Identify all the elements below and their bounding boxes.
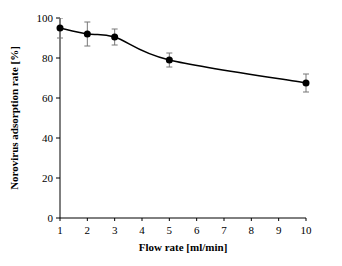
x-tick (142, 218, 143, 221)
data-point (84, 31, 91, 38)
error-cap (112, 45, 118, 46)
y-tick-label: 20 (42, 172, 54, 184)
error-bar (112, 29, 118, 45)
y-tick (56, 138, 60, 139)
error-cap (57, 18, 63, 19)
x-axis-label: Flow rate [ml/min] (139, 241, 228, 253)
y-tick (56, 58, 60, 59)
x-tick-label: 1 (57, 224, 63, 236)
chart: 0 20 40 60 80 100 1 2 3 4 5 6 7 8 9 10 Flow rate [ml/min… (0, 0, 342, 266)
y-axis (60, 18, 61, 218)
y-tick-label: 80 (42, 52, 54, 64)
x-tick-label: 6 (194, 224, 200, 236)
x-tick (60, 218, 61, 221)
error-cap (57, 38, 63, 39)
y-tick-label: 100 (37, 12, 54, 24)
x-tick-label: 7 (221, 224, 227, 236)
error-cap (166, 67, 172, 68)
series-line (60, 28, 306, 83)
x-tick-label: 5 (167, 224, 173, 236)
error-cap (112, 29, 118, 30)
error-bar (57, 18, 63, 38)
data-point (57, 25, 64, 32)
x-tick (251, 218, 252, 221)
y-axis-label: Norovirus adsorption rate [%] (8, 46, 20, 190)
y-tick-label: 40 (42, 132, 54, 144)
error-bar (84, 22, 90, 46)
x-tick-label: 3 (112, 224, 118, 236)
x-tick (196, 218, 197, 221)
error-cap (303, 74, 309, 75)
y-tick-label: 0 (48, 212, 54, 224)
x-tick-label: 2 (85, 224, 91, 236)
error-cap (166, 53, 172, 54)
error-cap (303, 92, 309, 93)
x-tick (114, 218, 115, 221)
y-tick (56, 218, 60, 219)
x-tick-label: 10 (301, 224, 313, 236)
x-tick-label: 4 (139, 224, 145, 236)
x-tick (224, 218, 225, 221)
x-tick (306, 218, 307, 221)
y-tick (56, 178, 60, 179)
data-point (166, 57, 173, 64)
x-tick-label: 8 (249, 224, 255, 236)
x-tick (169, 218, 170, 221)
plot-area (57, 18, 310, 92)
error-cap (84, 46, 90, 47)
error-bar (166, 53, 172, 67)
error-bar (303, 74, 309, 92)
y-tick-label: 60 (42, 92, 54, 104)
y-tick (56, 98, 60, 99)
x-axis (60, 218, 306, 219)
x-tick (87, 218, 88, 221)
error-cap (84, 22, 90, 23)
x-tick (278, 218, 279, 221)
x-tick-label: 9 (276, 224, 282, 236)
data-point (111, 34, 118, 41)
data-point (303, 80, 310, 87)
